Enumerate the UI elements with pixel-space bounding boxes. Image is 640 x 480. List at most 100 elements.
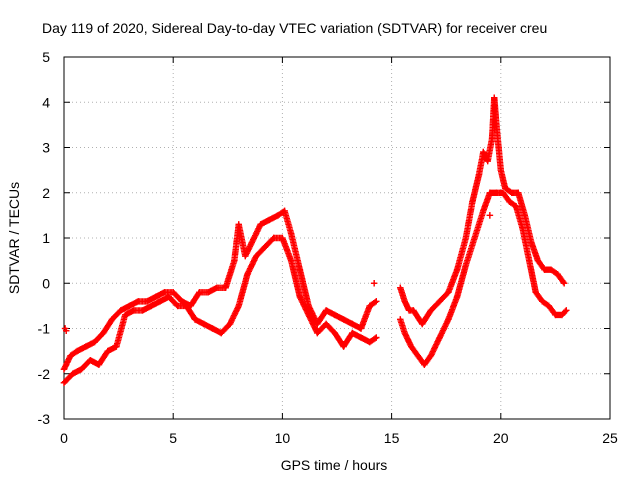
data-point (397, 284, 404, 291)
data-point (493, 121, 500, 129)
data-point (453, 266, 461, 273)
data-point (231, 257, 238, 264)
x-tick-label: 20 (493, 430, 509, 446)
y-axis-label: SDTVAR / TECUs (6, 182, 22, 294)
data-point (218, 329, 225, 337)
data-point (143, 298, 151, 305)
data-point (108, 316, 116, 323)
data-point (331, 311, 339, 319)
y-tick-label: 2 (42, 185, 50, 201)
data-point (261, 243, 269, 251)
series-2 (60, 234, 380, 386)
data-point (95, 361, 103, 368)
data-point (91, 338, 98, 346)
data-point (427, 307, 435, 314)
y-tick-label: 3 (42, 140, 50, 156)
data-point (495, 144, 502, 151)
data-point (87, 356, 94, 364)
data-point (287, 257, 295, 264)
data-point (281, 207, 288, 215)
data-point (366, 338, 373, 346)
data-point (165, 293, 173, 301)
data-point (471, 234, 478, 242)
data-point (512, 203, 520, 210)
y-tick-label: 0 (42, 275, 50, 291)
data-point (554, 271, 561, 278)
data-point (82, 343, 90, 350)
data-point (349, 320, 356, 328)
data-point (508, 189, 515, 196)
series-3 (397, 94, 568, 328)
data-point (104, 347, 111, 355)
data-point (340, 316, 347, 323)
x-tick-label: 15 (384, 430, 400, 446)
data-point (148, 302, 155, 310)
data-point (305, 311, 312, 319)
data-point (117, 307, 124, 314)
data-point (497, 166, 504, 174)
data-point (121, 311, 129, 319)
data-point (552, 311, 559, 319)
data-point (401, 298, 408, 305)
data-point (314, 320, 321, 328)
x-tick-label: 5 (169, 430, 177, 446)
x-axis-label: GPS time / hours (281, 457, 388, 473)
data-point (191, 316, 199, 323)
data-point (130, 307, 138, 314)
data-point (560, 280, 568, 287)
data-point (244, 271, 251, 278)
data-point (113, 343, 120, 350)
data-point (475, 171, 483, 178)
series-4 (397, 189, 570, 368)
y-tick-label: -1 (38, 321, 51, 337)
chart-title: Day 119 of 2020, Sidereal Day-to-day VTE… (42, 20, 547, 36)
data-point (499, 189, 507, 196)
x-tick-label: 0 (60, 430, 68, 446)
data-point (445, 289, 452, 296)
tick-labels: 0 5 10 15 20 25 -3 -2 -1 0 1 2 3 4 5 (38, 49, 618, 446)
data-point (401, 329, 408, 337)
data-point (486, 212, 494, 219)
data-point (525, 257, 533, 264)
data-point (410, 307, 417, 314)
data-point (235, 302, 242, 310)
data-point (242, 252, 249, 260)
data-point (558, 311, 566, 319)
data-point (100, 329, 107, 337)
data-point (314, 329, 321, 337)
data-point (370, 280, 378, 287)
data-series (60, 94, 570, 386)
data-point (462, 261, 470, 269)
data-point (78, 366, 85, 373)
data-point (484, 157, 491, 165)
data-point (183, 302, 190, 310)
y-tick-label: 4 (42, 94, 50, 110)
series-5 (61, 212, 494, 334)
data-point (204, 289, 212, 296)
y-tick-label: 1 (42, 230, 50, 246)
data-point (541, 266, 548, 273)
data-point (506, 198, 513, 205)
data-point (491, 94, 498, 101)
data-point (539, 298, 546, 305)
data-point (545, 302, 553, 310)
data-point (480, 207, 487, 215)
data-point (373, 298, 380, 305)
data-point (252, 252, 260, 260)
series-markers (397, 189, 570, 368)
data-point (296, 266, 304, 273)
data-point (528, 239, 535, 246)
data-point (257, 221, 264, 228)
data-point (519, 225, 526, 233)
data-point (373, 334, 380, 341)
data-point (274, 212, 282, 219)
data-point (156, 298, 164, 305)
data-point (408, 343, 415, 350)
data-point (60, 366, 68, 373)
data-point (501, 185, 509, 192)
data-point (248, 239, 256, 246)
y-tick-label: -3 (38, 411, 51, 427)
y-tick-label: -2 (38, 366, 51, 382)
data-point (486, 189, 494, 196)
